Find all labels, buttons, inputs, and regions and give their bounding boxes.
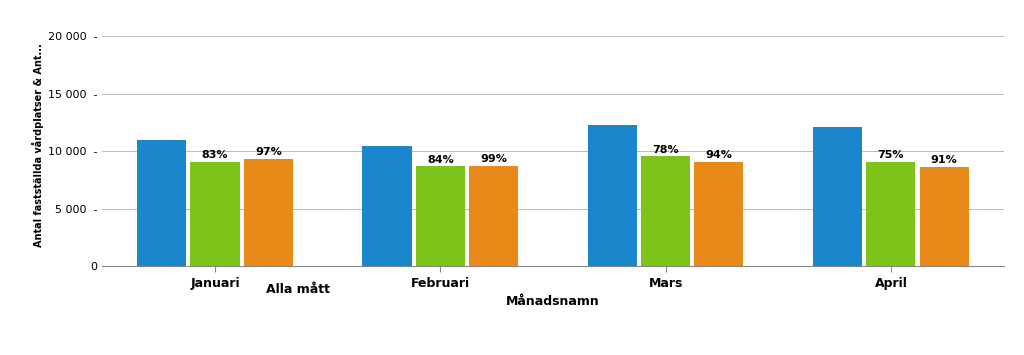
Bar xyxy=(362,146,412,266)
Bar xyxy=(416,166,465,266)
Text: 99%: 99% xyxy=(480,154,507,164)
Y-axis label: Antal fastställda vårdplatser & Ant...: Antal fastställda vårdplatser & Ant... xyxy=(32,44,44,247)
Bar xyxy=(866,162,915,266)
Text: 97%: 97% xyxy=(255,147,282,157)
Bar xyxy=(469,166,518,266)
Bar xyxy=(190,162,240,266)
Bar xyxy=(244,159,293,266)
Bar xyxy=(813,127,862,266)
Bar xyxy=(641,157,690,266)
Bar xyxy=(920,167,969,266)
Text: 91%: 91% xyxy=(931,155,957,165)
Bar xyxy=(137,140,186,266)
Bar xyxy=(694,162,743,266)
Text: Alla mått: Alla mått xyxy=(266,283,330,296)
X-axis label: Månadsnamn: Månadsnamn xyxy=(506,295,600,308)
Text: 83%: 83% xyxy=(202,150,228,160)
Text: 78%: 78% xyxy=(652,145,679,155)
Bar xyxy=(588,125,637,266)
Text: 84%: 84% xyxy=(427,154,454,164)
Text: 75%: 75% xyxy=(878,150,904,160)
Text: 94%: 94% xyxy=(706,151,732,160)
